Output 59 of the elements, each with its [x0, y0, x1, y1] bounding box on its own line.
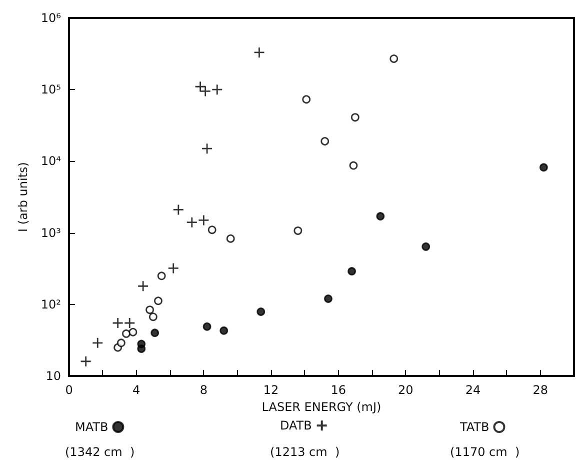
- point: [390, 54, 398, 63]
- point: [116, 338, 126, 348]
- point: [202, 322, 212, 331]
- point: [92, 337, 104, 349]
- point: [137, 280, 149, 292]
- point: [124, 317, 136, 329]
- point: [376, 212, 385, 220]
- point: [172, 204, 184, 216]
- point: [150, 328, 160, 338]
- point: [168, 262, 180, 274]
- point: [350, 113, 360, 122]
- point: [256, 308, 266, 316]
- point: [211, 84, 223, 96]
- point: [254, 46, 265, 58]
- point: [208, 226, 216, 234]
- legend-label: TATB: [458, 420, 490, 434]
- text: (1170 cm ): [450, 445, 520, 459]
- point: [540, 163, 548, 172]
- text: (1213 cm ): [270, 445, 340, 459]
- y-tick-label: 10⁴: [40, 154, 62, 168]
- point: [349, 161, 358, 170]
- y-tick-label: 10³: [40, 226, 62, 240]
- text: (1342 cm ): [65, 445, 135, 459]
- legend-label: DATB: [280, 418, 312, 432]
- x-tick-label: 24: [465, 383, 481, 397]
- x-tick-label: 0: [65, 383, 73, 397]
- point: [154, 296, 162, 306]
- point: [226, 234, 235, 243]
- y-tick-label: 10⁵: [40, 82, 62, 97]
- x-tick-label: 28: [532, 383, 548, 397]
- point: [128, 328, 138, 336]
- y-tick-label: 10⁶: [40, 11, 62, 25]
- point: [186, 216, 198, 228]
- point: [348, 267, 356, 276]
- point: [112, 317, 124, 329]
- point: [294, 226, 302, 235]
- point: [324, 294, 332, 303]
- point: [148, 312, 158, 322]
- x-tick-label: 12: [263, 383, 279, 397]
- point: [80, 356, 92, 368]
- point: [320, 137, 330, 146]
- x-tick-label: 4: [132, 383, 140, 397]
- x-tick-label: 8: [200, 383, 208, 397]
- x-tick-label: 20: [398, 383, 414, 397]
- y-tick-label: 10: [46, 369, 61, 383]
- point: [220, 326, 228, 335]
- point: [422, 242, 430, 251]
- point: [146, 306, 154, 314]
- point: [122, 329, 130, 338]
- point: [201, 142, 213, 154]
- y-axis-title: I (arb units): [16, 162, 30, 232]
- x-axis-title: LASER ENERGY (mJ): [262, 400, 382, 414]
- point: [198, 214, 210, 226]
- y-tick-label: 10²: [40, 297, 62, 312]
- point: [137, 344, 146, 353]
- point: [157, 272, 166, 280]
- point: [302, 95, 311, 104]
- x-tick-label: 16: [330, 383, 346, 397]
- legend-label: MATB: [74, 420, 108, 434]
